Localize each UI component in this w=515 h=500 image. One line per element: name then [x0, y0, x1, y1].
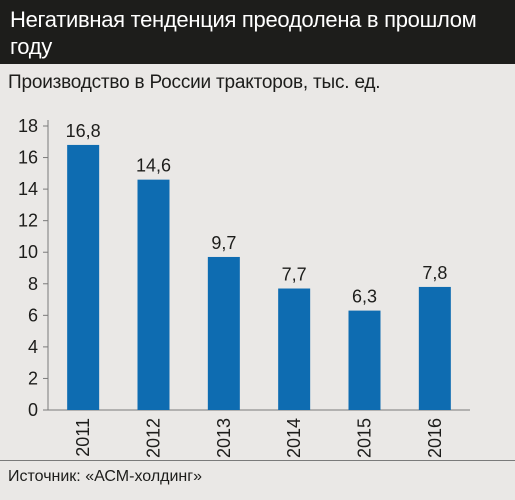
x-tick-label: 2012	[144, 418, 164, 458]
bar-value-label: 6,3	[352, 287, 377, 307]
x-tick-label: 2014	[284, 418, 304, 458]
chart-title: Негативная тенденция преодолена в прошло…	[10, 7, 477, 59]
y-tick-label: 18	[18, 116, 38, 136]
y-tick-label: 10	[18, 242, 38, 262]
footer-divider	[0, 460, 515, 461]
bar-value-label: 16,8	[66, 121, 101, 141]
bar	[207, 256, 240, 410]
source-note: Источник: «АСМ-холдинг»	[8, 468, 202, 485]
bar	[348, 310, 381, 410]
y-tick-label: 8	[28, 274, 38, 294]
chart-subtitle: Производство в России тракторов, тыс. ед…	[8, 72, 381, 93]
chart-header: Негативная тенденция преодолена в прошло…	[0, 0, 515, 64]
bar-chart: 0 2 4 6 8 10 12 14 16 18 16,8 2011 14,6 2012 9,7 2013 7,…	[18, 116, 470, 458]
x-tick-label: 2011	[73, 418, 93, 457]
y-tick-label: 14	[18, 179, 38, 199]
y-tick-label: 12	[18, 211, 38, 231]
bar	[418, 286, 451, 410]
bar	[137, 179, 170, 410]
bar-value-label: 7,7	[282, 265, 307, 285]
bar	[278, 288, 311, 410]
bar-value-label: 9,7	[211, 233, 236, 253]
bar-value-label: 14,6	[136, 156, 171, 176]
y-tick-label: 16	[18, 148, 38, 168]
x-tick-label: 2013	[214, 418, 234, 458]
y-tick-label: 4	[28, 337, 38, 357]
bar	[67, 144, 100, 410]
x-tick-label: 2016	[425, 418, 445, 458]
bar-value-label: 7,8	[422, 263, 447, 283]
y-tick-label: 2	[28, 368, 38, 388]
x-tick-label: 2015	[355, 418, 375, 458]
y-tick-label: 0	[28, 400, 38, 420]
y-tick-label: 6	[28, 305, 38, 325]
